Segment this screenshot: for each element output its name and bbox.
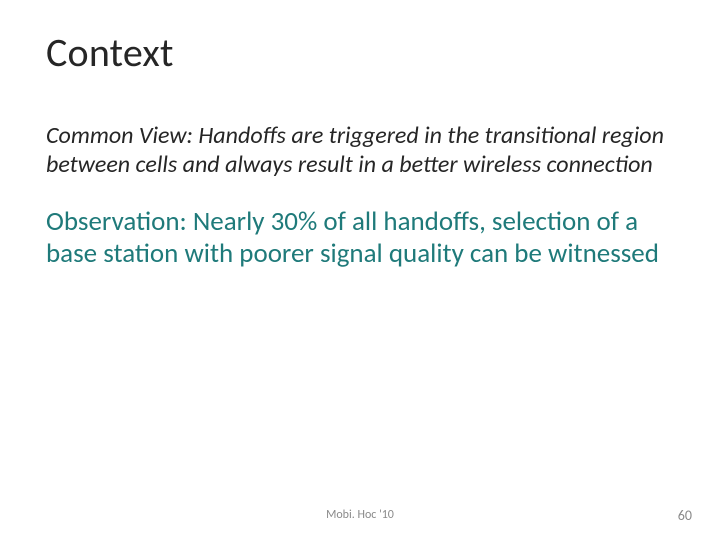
observation-text: Observation: Nearly 30% of all handoffs,… <box>46 206 674 272</box>
slide: Context Common View: Handoffs are trigge… <box>0 0 720 540</box>
page-number: 60 <box>678 507 692 524</box>
slide-title: Context <box>46 28 674 77</box>
footer-center-text: Mobi. Hoc '10 <box>0 508 720 522</box>
common-view-text: Common View: Handoffs are triggered in t… <box>46 121 674 180</box>
